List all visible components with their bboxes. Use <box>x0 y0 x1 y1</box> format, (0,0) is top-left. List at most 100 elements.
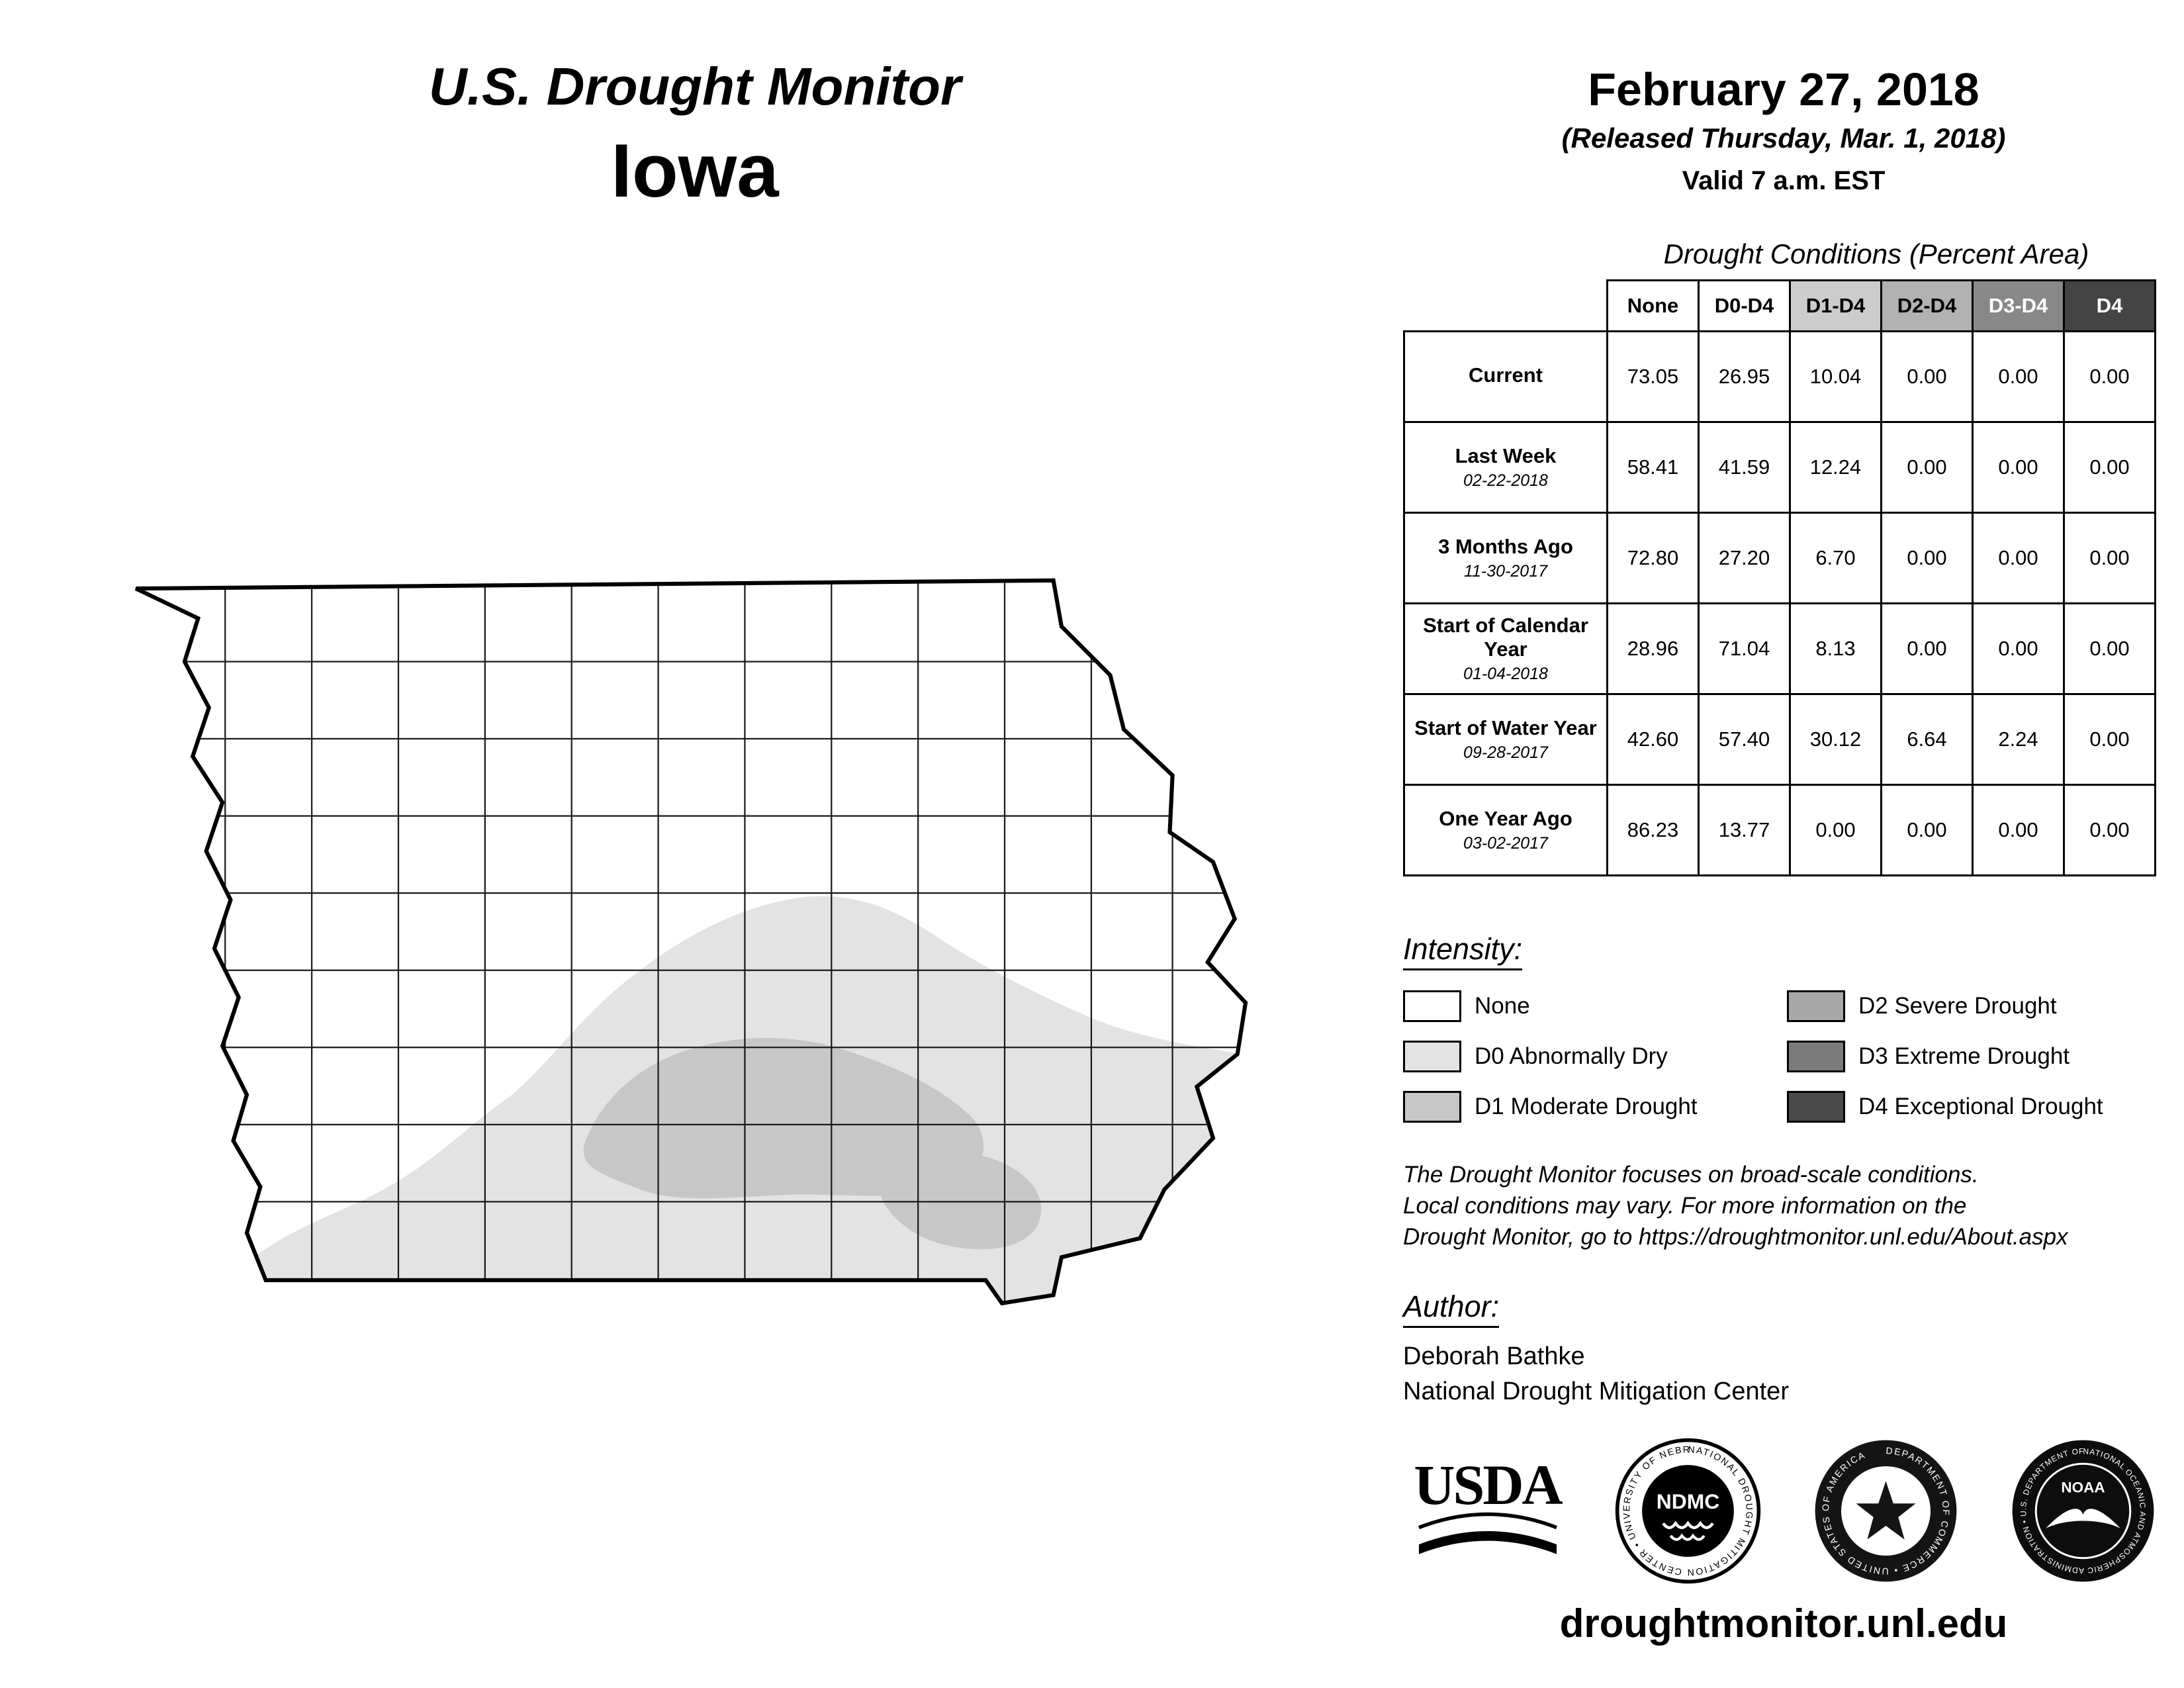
legend-item-d0: D0 Abnormally Dry <box>1403 1041 1787 1072</box>
valid-time: Valid 7 a.m. EST <box>1682 166 1886 195</box>
state-outline <box>134 578 1248 1306</box>
disclaimer-line: Drought Monitor, go to https://droughtmo… <box>1403 1223 2068 1250</box>
legend-item-d3: D3 Extreme Drought <box>1787 1041 2103 1072</box>
legend-item-none: None <box>1403 990 1787 1022</box>
value-cell: 0.00 <box>1972 421 2065 514</box>
value-cell: 72.80 <box>1606 512 1700 604</box>
noaa-seagull-icon <box>2046 1509 2120 1528</box>
author-section: Author: Deborah Bathke National Drought … <box>1403 1289 1789 1406</box>
table-row-current: Current 73.05 26.95 10.04 0.00 0.00 0.00 <box>1403 330 2156 423</box>
value-cell: 41.59 <box>1698 421 1791 514</box>
legend-column-right: D2 Severe Drought D3 Extreme Drought D4 … <box>1787 990 2103 1123</box>
drought-conditions-table: None D0-D4 D1-D4 D2-D4 D3-D4 D4 Current … <box>1403 279 2156 876</box>
iowa-drought-map <box>106 556 1297 1341</box>
department-of-commerce-seal: DEPARTMENT OF COMMERCE • UNITED STATES O… <box>1815 1440 1957 1582</box>
legend-item-d1: D1 Moderate Drought <box>1403 1091 1787 1123</box>
legend-swatch-d1 <box>1403 1091 1461 1123</box>
row-label: Start of Calendar Year <box>1423 614 1588 661</box>
legend-swatch-d4 <box>1787 1091 1845 1123</box>
ndmc-wave-icon <box>1669 1533 1706 1541</box>
value-cell: 86.23 <box>1606 784 1700 876</box>
row-date: 03-02-2017 <box>1463 833 1548 853</box>
ndmc-wave-icon <box>1662 1521 1715 1530</box>
disclaimer-line: The Drought Monitor focuses on broad-sca… <box>1403 1162 1979 1188</box>
d1-moderate-drought-region <box>879 1152 1042 1250</box>
value-cell: 0.00 <box>1972 512 2065 604</box>
value-cell: 27.20 <box>1698 512 1791 604</box>
usda-logo: USDA <box>1410 1456 1565 1562</box>
iowa-county-map-svg <box>134 578 1248 1306</box>
value-cell: 0.00 <box>1972 330 2065 423</box>
author-name: Deborah Bathke <box>1403 1342 1585 1370</box>
value-cell: 73.05 <box>1606 330 1700 423</box>
value-cell: 13.77 <box>1698 784 1791 876</box>
legend-swatch-d0 <box>1403 1041 1461 1072</box>
column-header-d3d4: D3-D4 <box>1972 279 2065 332</box>
legend-label: D3 Extreme Drought <box>1858 1043 2070 1069</box>
value-cell: 10.04 <box>1789 330 1882 423</box>
noaa-inner-circle <box>2034 1462 2132 1560</box>
state-name-title: Iowa <box>611 129 779 213</box>
intensity-heading: Intensity: <box>1403 932 1523 970</box>
row-date: 01-04-2018 <box>1463 664 1548 683</box>
value-cell: 0.00 <box>1972 784 2065 876</box>
value-cell: 28.96 <box>1606 602 1700 695</box>
legend-label: D4 Exceptional Drought <box>1858 1094 2103 1119</box>
column-header-d2d4: D2-D4 <box>1880 279 1974 332</box>
disclaimer-line: Local conditions may vary. For more info… <box>1403 1192 1967 1219</box>
row-label: Current <box>1469 363 1543 387</box>
row-date: 11-30-2017 <box>1463 561 1548 581</box>
noaa-logo: NATIONAL OCEANIC AND ATMOSPHERIC ADMINIS… <box>2009 1436 2154 1582</box>
table-row-3-months-ago: 3 Months Ago 11-30-2017 72.80 27.20 6.70… <box>1403 512 2156 604</box>
value-cell: 0.00 <box>2063 421 2156 514</box>
value-cell: 26.95 <box>1698 330 1791 423</box>
logo-row: USDA NATIONAL DROUGHT MITIGATION CENTER … <box>1410 1436 2158 1585</box>
value-cell: 0.00 <box>1880 421 1974 514</box>
value-cell: 0.00 <box>2063 602 2156 695</box>
legend-swatch-d3 <box>1787 1041 1845 1072</box>
value-cell: 0.00 <box>2063 330 2156 423</box>
value-cell: 6.70 <box>1789 512 1882 604</box>
d1-moderate-drought-region <box>583 1038 984 1199</box>
noaa-logo-text: NOAA <box>2061 1479 2105 1495</box>
report-date: February 27, 2018 <box>1588 64 1979 115</box>
row-label-cell: Current <box>1403 330 1608 423</box>
ndmc-logo-text: NDMC <box>1657 1489 1720 1513</box>
author-organization: National Drought Mitigation Center <box>1403 1378 1789 1405</box>
row-label-cell: Start of Water Year 09-28-2017 <box>1403 693 1608 786</box>
legend-label: D0 Abnormally Dry <box>1475 1043 1668 1069</box>
ndmc-logo: NATIONAL DROUGHT MITIGATION CENTER • UNI… <box>1614 1436 1761 1584</box>
table-row-last-week: Last Week 02-22-2018 58.41 41.59 12.24 0… <box>1403 421 2156 514</box>
right-column: February 27, 2018 (Released Thursday, Ma… <box>1403 63 2164 876</box>
usda-swoosh-icon <box>1418 1513 1557 1554</box>
legend-label: None <box>1475 993 1530 1019</box>
value-cell: 42.60 <box>1606 693 1700 786</box>
value-cell: 0.00 <box>1972 602 2065 695</box>
legend-swatch-none <box>1403 990 1461 1022</box>
value-cell: 0.00 <box>1789 784 1882 876</box>
row-label: 3 Months Ago <box>1438 535 1573 559</box>
value-cell: 0.00 <box>1880 330 1974 423</box>
value-cell: 58.41 <box>1606 421 1700 514</box>
value-cell: 0.00 <box>2063 693 2156 786</box>
value-cell: 0.00 <box>1880 512 1974 604</box>
row-label-cell: 3 Months Ago 11-30-2017 <box>1403 512 1608 604</box>
column-header-d4: D4 <box>2063 279 2156 332</box>
report-header: U.S. Drought Monitor Iowa <box>165 56 1224 214</box>
column-header-d1d4: D1-D4 <box>1789 279 1882 332</box>
value-cell: 0.00 <box>2063 512 2156 604</box>
footer-url: droughtmonitor.unl.edu <box>1559 1601 2008 1646</box>
row-label: Last Week <box>1455 444 1557 468</box>
value-cell: 71.04 <box>1698 602 1791 695</box>
legend-grid: None D0 Abnormally Dry D1 Moderate Droug… <box>1403 990 2171 1123</box>
disclaimer: The Drought Monitor focuses on broad-sca… <box>1403 1160 2184 1253</box>
table-row-one-year-ago: One Year Ago 03-02-2017 86.23 13.77 0.00… <box>1403 784 2156 876</box>
row-label-cell: Last Week 02-22-2018 <box>1403 421 1608 514</box>
row-date: 09-28-2017 <box>1463 743 1548 762</box>
value-cell: 0.00 <box>1880 784 1974 876</box>
report-title: U.S. Drought Monitor <box>428 57 962 116</box>
row-label: Start of Water Year <box>1414 716 1597 740</box>
table-row-start-water-year: Start of Water Year 09-28-2017 42.60 57.… <box>1403 693 2156 786</box>
legend-label: D1 Moderate Drought <box>1475 1094 1698 1119</box>
